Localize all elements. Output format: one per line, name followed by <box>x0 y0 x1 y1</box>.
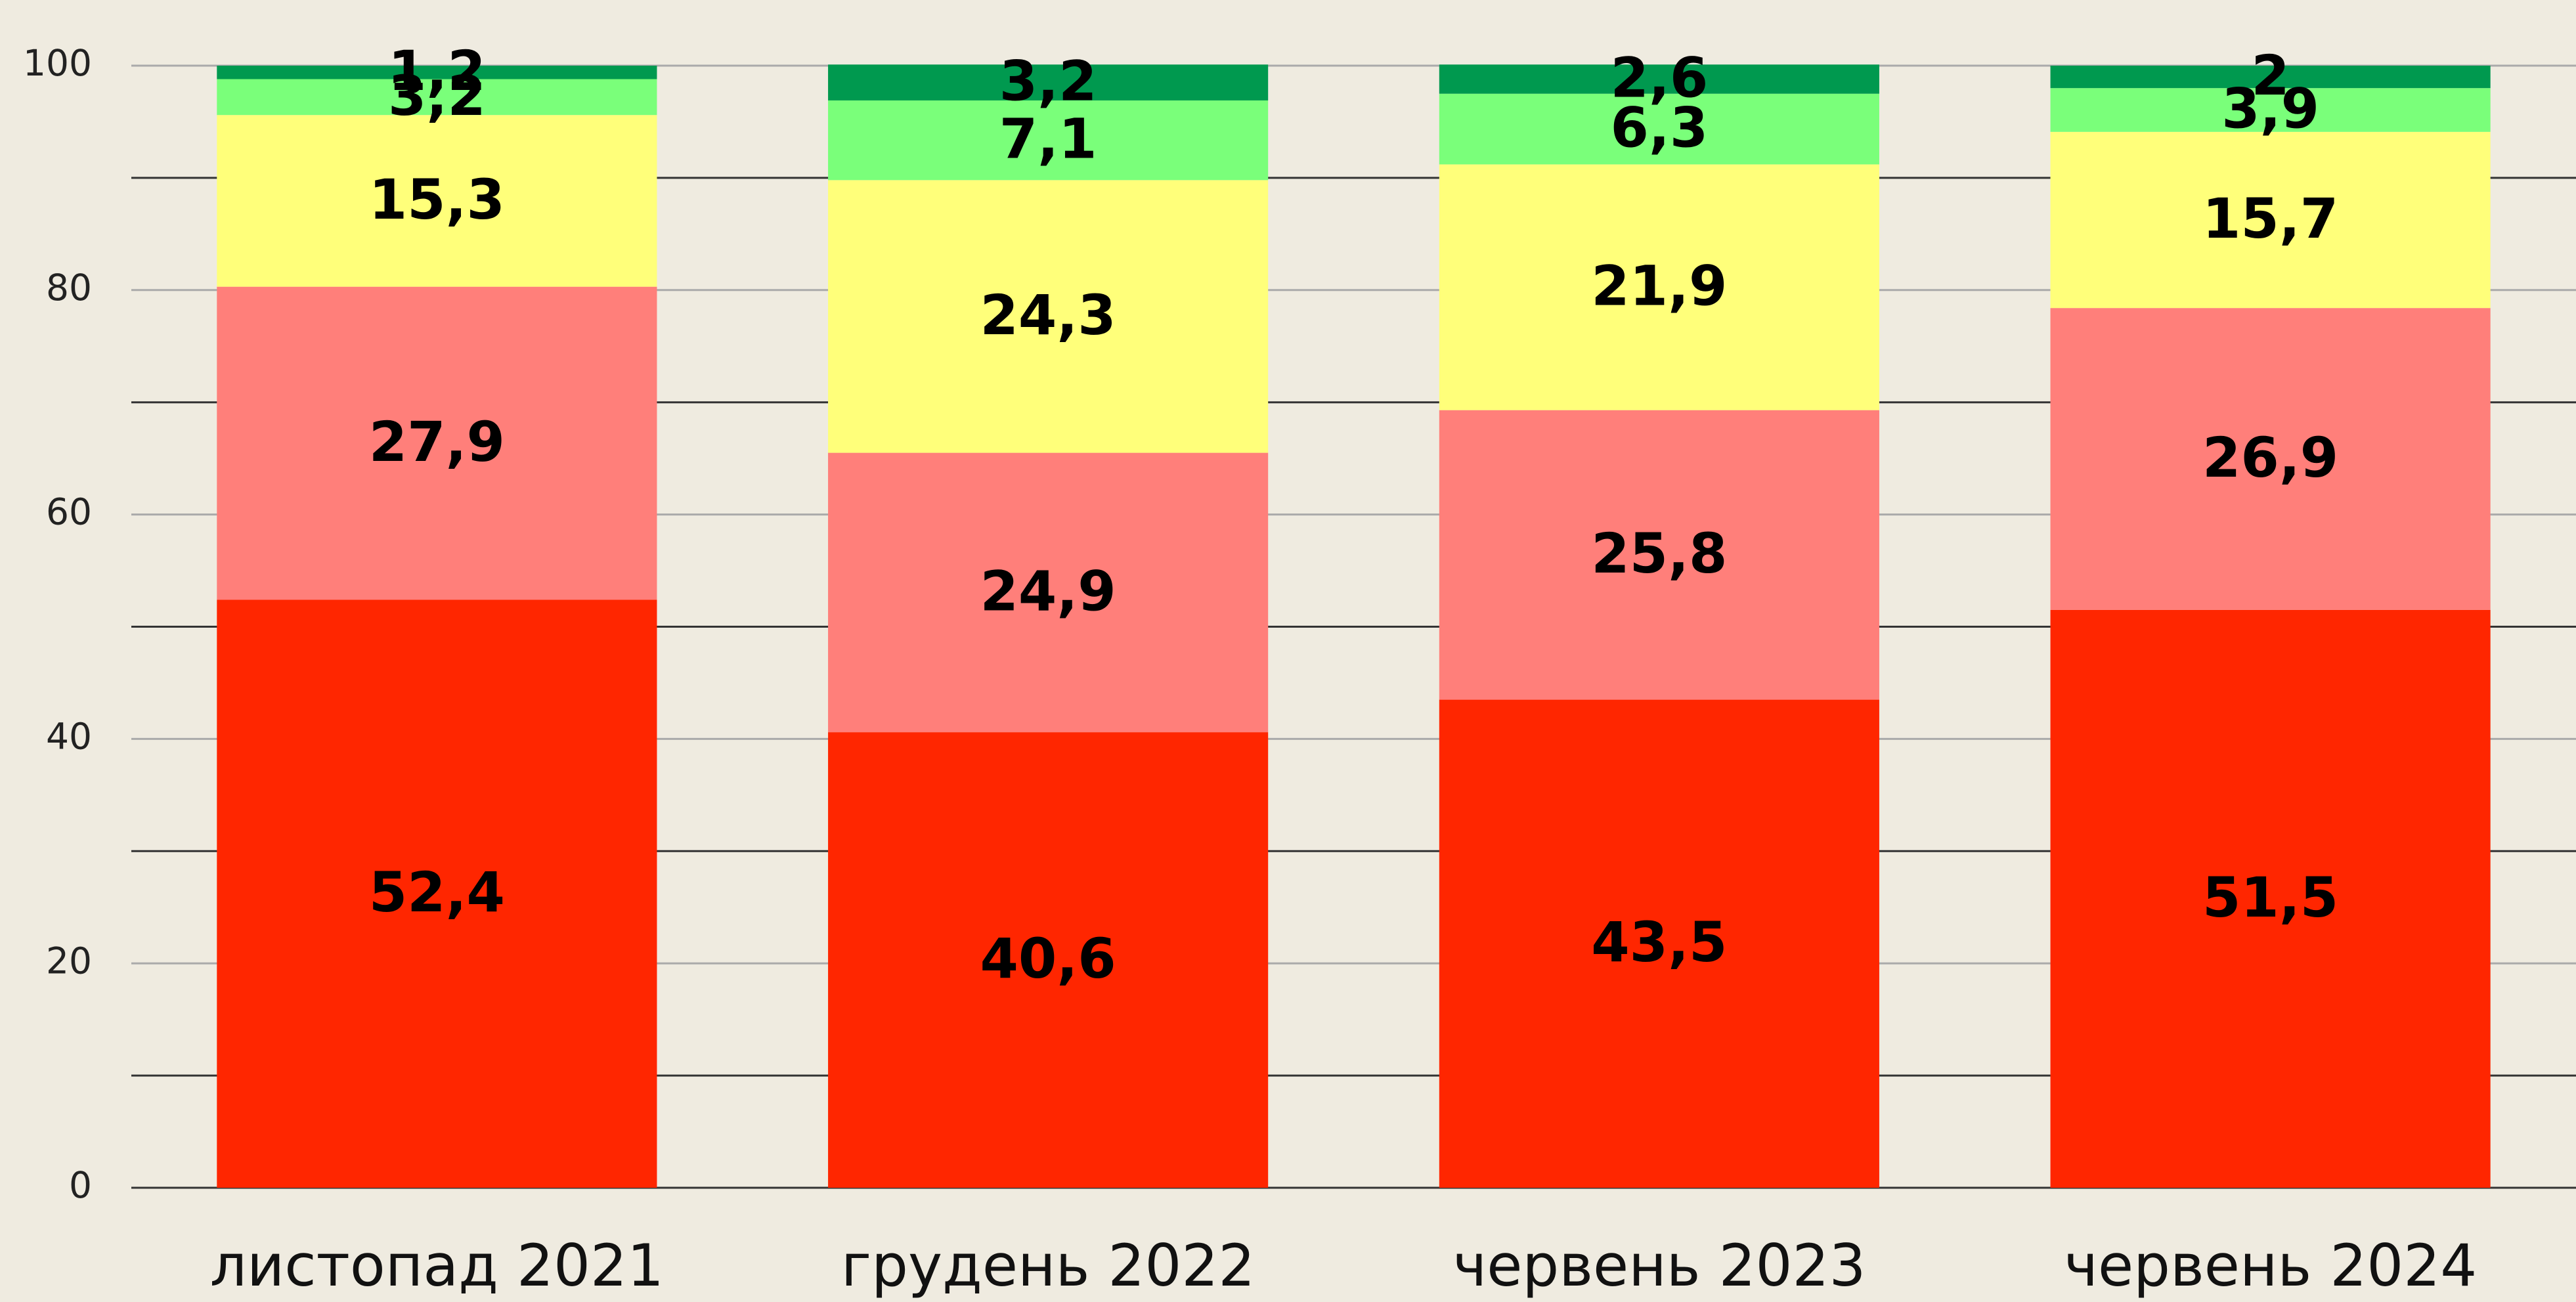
data-label: 3,9 <box>2221 76 2319 141</box>
y-tick-label: 100 <box>23 42 92 84</box>
x-tick-label: грудень 2022 <box>841 1232 1255 1299</box>
data-label: 52,4 <box>369 860 505 924</box>
data-label: 6,3 <box>1610 95 1708 160</box>
bar-segment <box>828 180 1269 453</box>
bar-segment <box>1439 64 1879 94</box>
data-label: 2 <box>2251 43 2289 108</box>
bar-segment <box>217 79 657 116</box>
bar-segment <box>1439 699 1879 1188</box>
data-label: 24,9 <box>980 559 1116 623</box>
bar-segment <box>1439 164 1879 410</box>
bar-segment <box>2050 131 2491 309</box>
data-label: 51,5 <box>2202 865 2338 930</box>
bar-segment <box>828 64 1269 100</box>
bar-segment <box>217 286 657 600</box>
x-tick-label: червень 2024 <box>2064 1232 2477 1299</box>
data-label: 1,2 <box>388 39 486 103</box>
bar-segment <box>2050 66 2491 89</box>
y-tick-label: 0 <box>69 1164 92 1206</box>
bar-segment <box>828 100 1269 181</box>
data-label: 7,1 <box>999 107 1097 171</box>
x-tick-label: листопад 2021 <box>210 1232 664 1299</box>
bar-segment <box>217 115 657 287</box>
bar-segment <box>2050 88 2491 132</box>
bar-segment <box>1439 410 1879 700</box>
data-label: 15,3 <box>369 167 505 232</box>
data-label: 40,6 <box>980 926 1116 991</box>
data-label: 24,3 <box>980 283 1116 347</box>
bar-segment <box>2050 308 2491 610</box>
data-label: 15,7 <box>2202 186 2338 251</box>
x-tick-label: червень 2023 <box>1452 1232 1866 1299</box>
y-tick-label: 20 <box>46 940 92 982</box>
data-label: 3,2 <box>999 49 1097 114</box>
bar-segment <box>2050 609 2491 1188</box>
y-tick-label: 40 <box>46 716 92 758</box>
data-label: 43,5 <box>1591 910 1727 974</box>
bar-segment <box>828 732 1269 1188</box>
data-label: 25,8 <box>1591 521 1727 586</box>
bar-segment <box>1439 93 1879 165</box>
bar-segment <box>217 66 657 79</box>
data-label: 21,9 <box>1591 253 1727 318</box>
data-label: 27,9 <box>369 410 505 474</box>
bar-segment <box>828 452 1269 733</box>
data-label: 2,6 <box>1610 45 1708 110</box>
data-label: 3,2 <box>388 64 486 128</box>
y-tick-label: 80 <box>46 267 92 309</box>
bar-segment <box>217 599 657 1188</box>
data-label: 26,9 <box>2202 425 2338 490</box>
y-tick-label: 60 <box>46 491 92 533</box>
